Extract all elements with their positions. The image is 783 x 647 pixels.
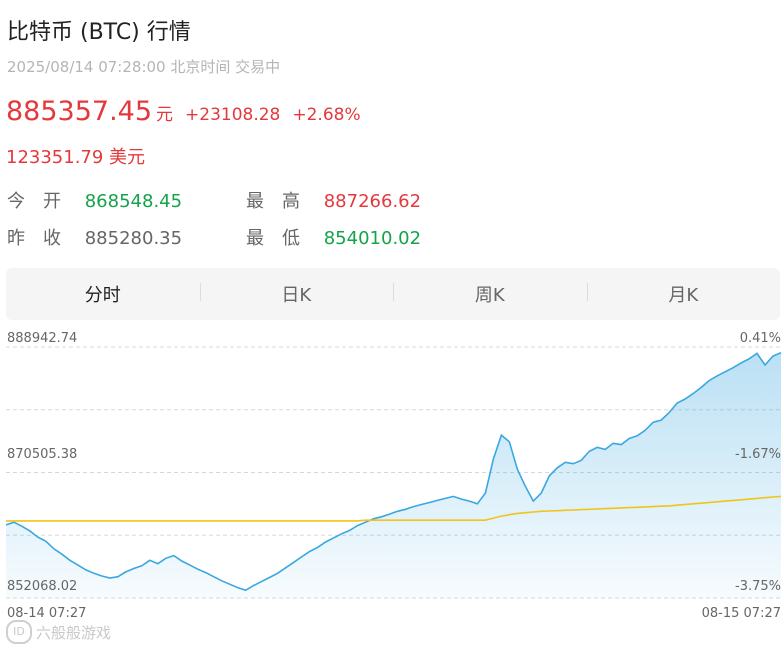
price-change-percent: +2.68% <box>292 105 361 125</box>
y-axis-right-tick-bottom: -3.75% <box>735 579 781 594</box>
stat-high-value: 887266.62 <box>323 191 422 212</box>
price-row: 885357.45 元 +23108.28 +2.68% <box>6 96 361 127</box>
tab-weekly-k[interactable]: 周K <box>393 281 587 307</box>
stat-prev-value: 885280.35 <box>84 228 183 249</box>
tab-daily-k[interactable]: 日K <box>199 281 394 307</box>
price-area <box>6 352 781 598</box>
y-axis-left-tick-top: 888942.74 <box>7 331 78 346</box>
stat-low-value: 854010.02 <box>323 228 422 249</box>
stat-open-label: 今开 <box>7 191 79 212</box>
stat-low-label: 最低 <box>246 228 318 249</box>
stat-high-label: 最高 <box>246 191 318 212</box>
x-axis-tick-start: 08-14 07:27 <box>7 606 87 621</box>
stat-open-value: 868548.45 <box>84 191 183 212</box>
y-axis-right-tick-top: 0.41% <box>739 331 781 346</box>
stat-high: 最高 887266.62 <box>246 187 421 213</box>
timestamp-status: 2025/08/14 07:28:00 北京时间 交易中 <box>7 58 281 76</box>
stat-open: 今开 868548.45 <box>7 187 182 213</box>
x-axis-tick-end: 08-15 07:27 <box>701 606 781 621</box>
stat-prev-close: 昨收 885280.35 <box>7 224 182 250</box>
watermark-logo-icon: ID <box>6 620 32 644</box>
average-line <box>6 495 782 522</box>
stat-low: 最低 854010.02 <box>246 224 421 250</box>
watermark: ID 六般般游戏 <box>6 620 111 644</box>
watermark-text: 六般般游戏 <box>36 623 112 642</box>
price-change: +23108.28 <box>185 105 281 125</box>
tab-intraday[interactable]: 分时 <box>84 285 121 306</box>
chart-period-tabs: 分时 日K 周K 月K <box>6 268 780 320</box>
current-price: 885357.45 <box>6 96 153 127</box>
price-line <box>5 351 782 592</box>
stat-prev-label: 昨收 <box>7 228 79 249</box>
page-title: 比特币 (BTC) 行情 <box>7 20 191 45</box>
price-unit: 元 <box>156 105 174 125</box>
usd-price: 123351.79 美元 <box>6 147 146 168</box>
tab-monthly-k[interactable]: 月K <box>586 281 781 307</box>
y-axis-left-tick-bottom: 852068.02 <box>7 579 78 594</box>
y-axis-right-tick-mid: -1.67% <box>735 447 781 462</box>
y-axis-left-tick-mid: 870505.38 <box>7 447 78 462</box>
